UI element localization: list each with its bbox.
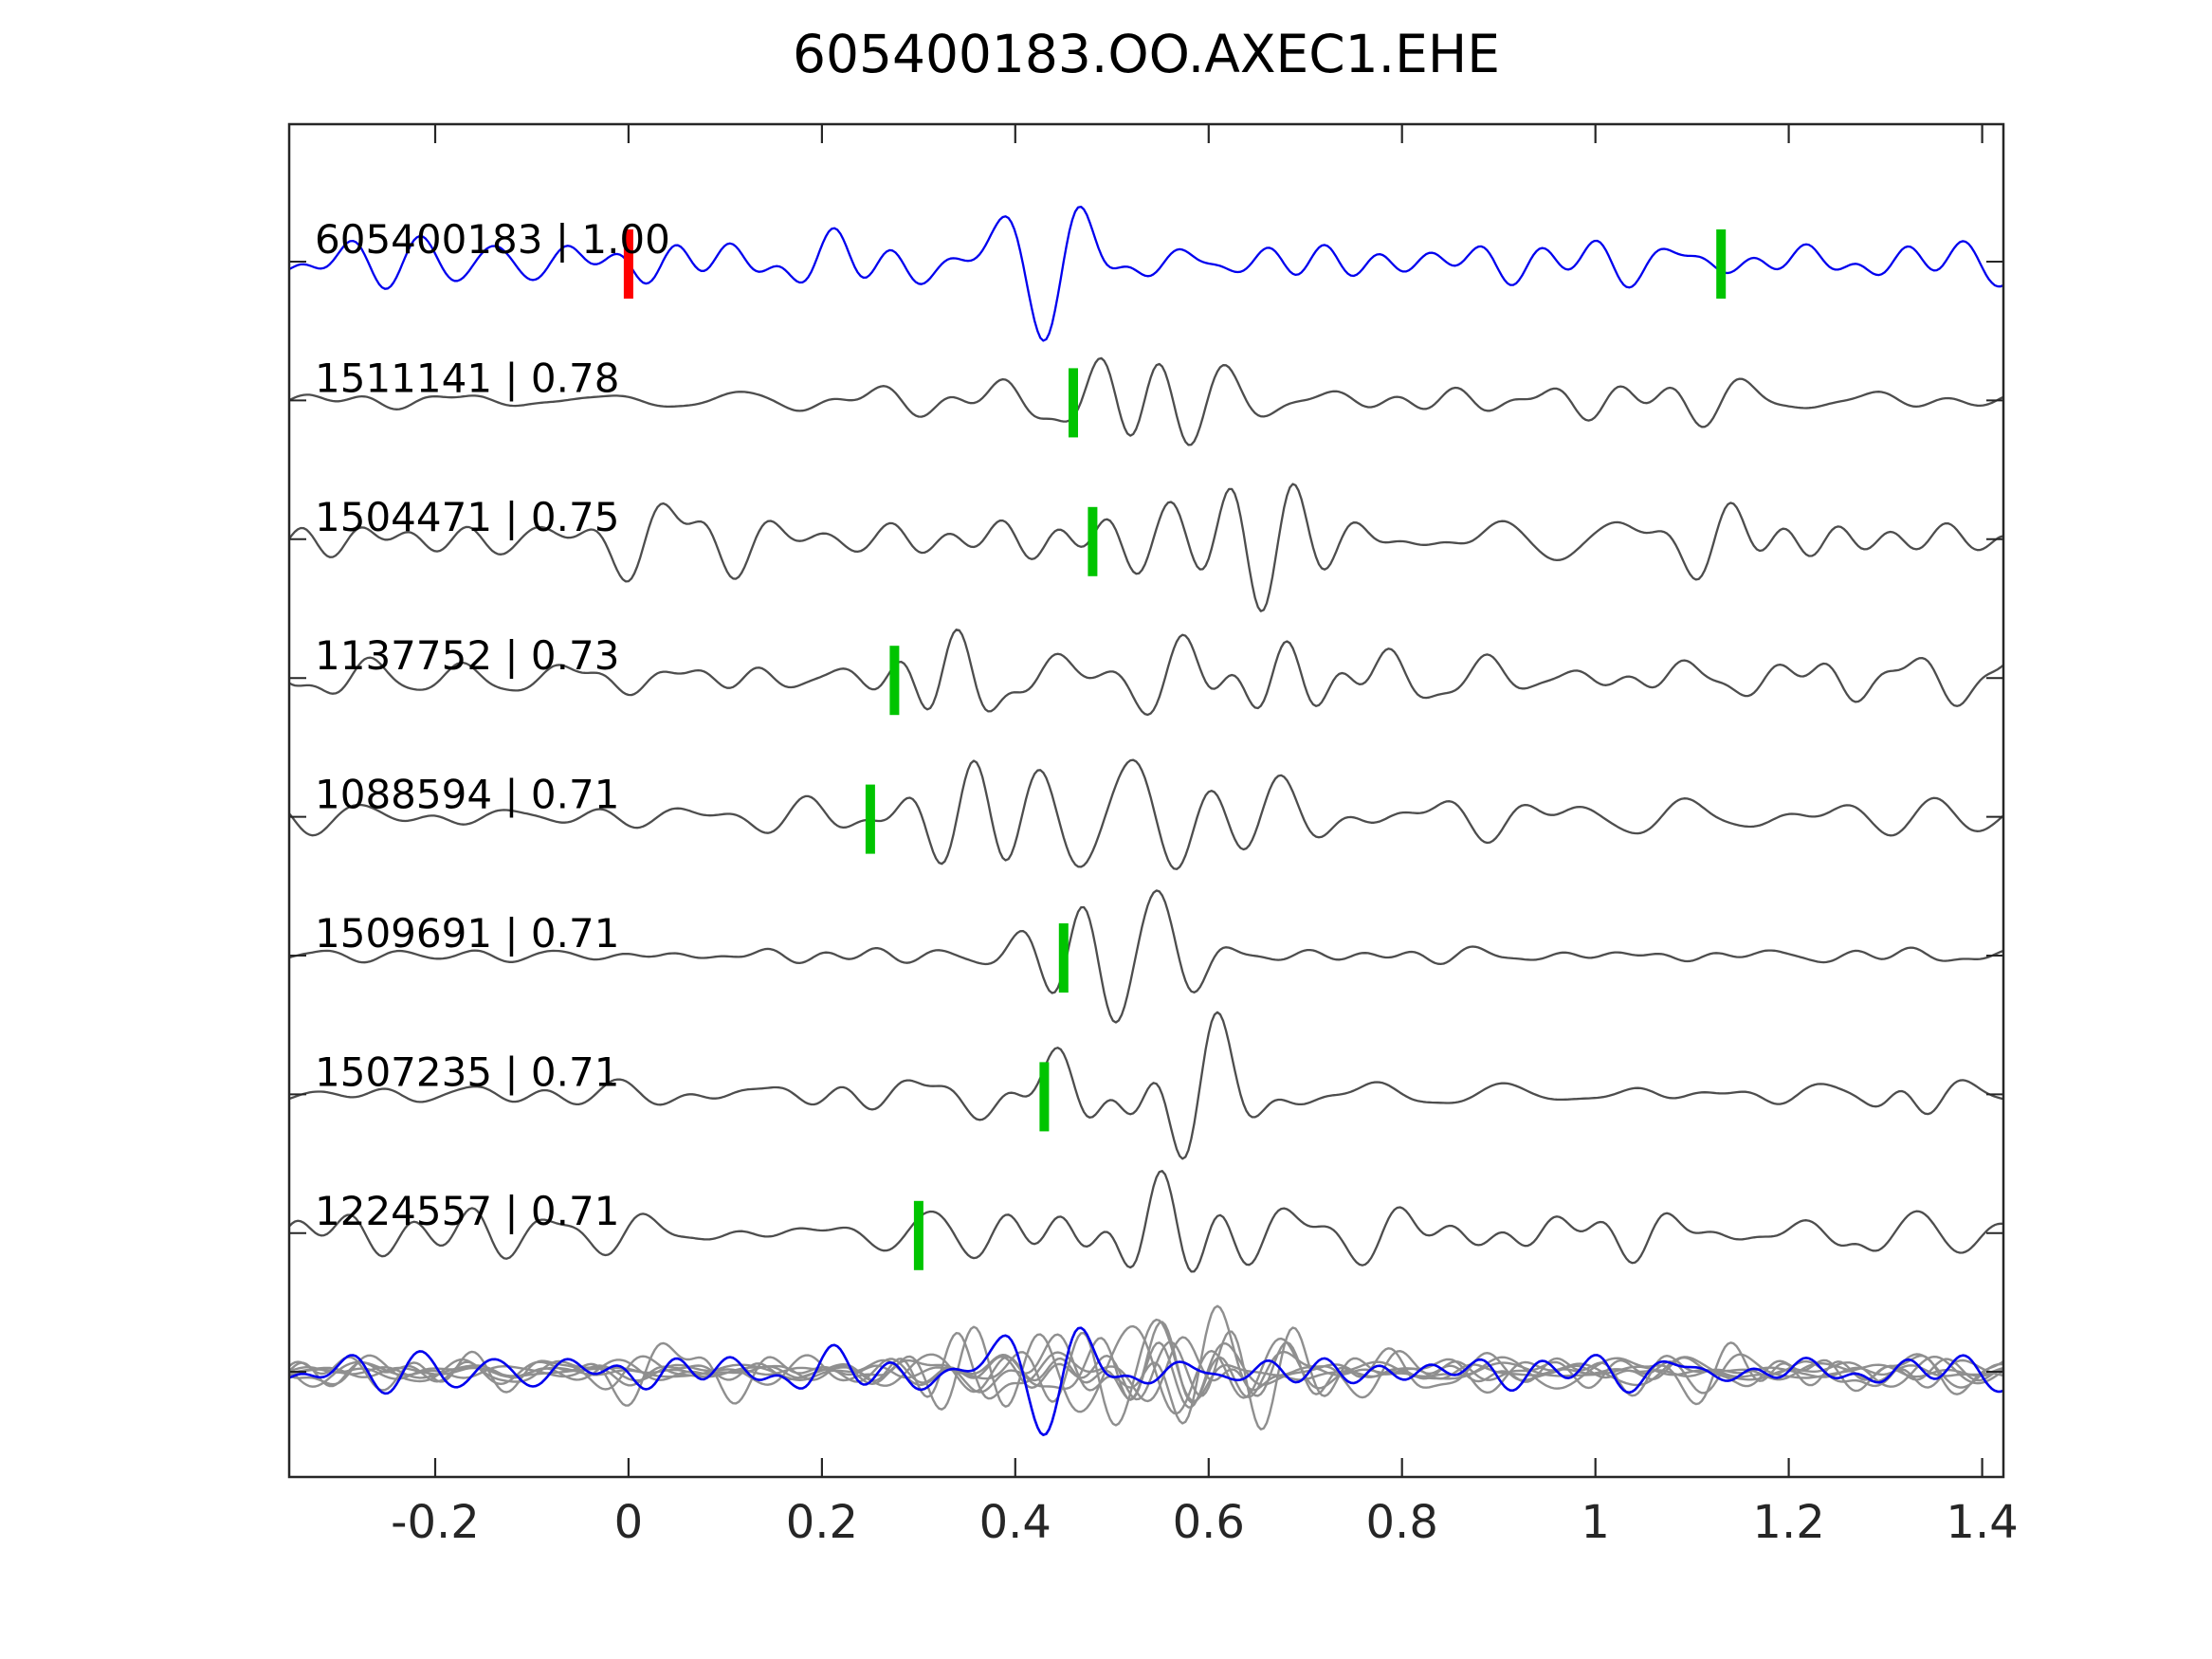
trace-label: 1224557 | 0.71: [315, 1188, 619, 1234]
trace-label: 1509691 | 0.71: [315, 910, 619, 957]
trace-waveform: [288, 758, 2004, 870]
trace-row: 1088594 | 0.71: [288, 758, 2004, 870]
trace-label: 1088594 | 0.71: [315, 772, 619, 818]
axis-ticks: [289, 124, 2003, 1477]
trace-row: 1511141 | 0.78: [288, 355, 2004, 447]
pick-marker-green: [1088, 506, 1098, 576]
trace-waveform: [288, 629, 2004, 717]
x-tick-labels: -0.2 0 0.2 0.4 0.6 0.8 1 1.2 1.4: [391, 1496, 2019, 1549]
trace-label: 1511141 | 0.78: [315, 355, 619, 401]
trace-row: 1137752 | 0.73: [288, 629, 2004, 717]
x-tick-label: 1.2: [1752, 1496, 1824, 1549]
trace-row: 1504471 | 0.75: [288, 483, 2004, 612]
pick-marker-green: [889, 646, 900, 716]
overlay-trace: [288, 1332, 2004, 1403]
trace-waveform: [288, 483, 2004, 612]
overlay-template-trace: [288, 1326, 2004, 1436]
pick-marker-green: [1058, 923, 1069, 993]
x-tick-label: 0.8: [1366, 1496, 1438, 1549]
trace-row: 1507235 | 0.71: [288, 1011, 2004, 1160]
x-tick-label: 0.2: [786, 1496, 858, 1549]
trace-label: 1507235 | 0.71: [315, 1048, 619, 1095]
x-tick-label: 1: [1581, 1496, 1610, 1549]
pick-marker-green: [865, 784, 875, 854]
trace-row: 605400183 | 1.00: [288, 205, 2004, 342]
trace-row: 1224557 | 0.71: [288, 1170, 2004, 1273]
x-tick-label: 0.4: [979, 1496, 1051, 1549]
overlay-trace: [288, 1324, 2004, 1415]
pick-marker-red: [623, 229, 633, 299]
trace-waveform: [288, 1170, 2004, 1273]
trace-label: 605400183 | 1.00: [315, 216, 670, 263]
trace-waveform: [288, 889, 2004, 1024]
plot-title: 605400183.OO.AXEC1.EHE: [793, 24, 1500, 84]
trace-rows: 605400183 | 1.00 1511141 | 0.78 1504471 | …: [288, 205, 2004, 1273]
x-tick-label: -0.2: [391, 1496, 480, 1549]
pick-marker-green: [1039, 1062, 1050, 1132]
pick-marker-green: [913, 1200, 923, 1270]
x-tick-label: 1.4: [1946, 1496, 2018, 1549]
plot-frame: [287, 122, 2005, 1479]
trace-row: 1509691 | 0.71: [288, 889, 2004, 1024]
trace-label: 1137752 | 0.73: [315, 632, 619, 679]
trace-waveform: [288, 356, 2004, 447]
pick-marker-green: [1716, 229, 1727, 299]
pick-marker-green: [1069, 368, 1078, 438]
trace-label: 1504471 | 0.75: [315, 494, 619, 540]
overlay-traces: [288, 1304, 2004, 1436]
x-tick-label: 0.6: [1173, 1496, 1245, 1549]
trace-waveform: [288, 1011, 2004, 1160]
x-tick-label: 0: [614, 1496, 644, 1549]
